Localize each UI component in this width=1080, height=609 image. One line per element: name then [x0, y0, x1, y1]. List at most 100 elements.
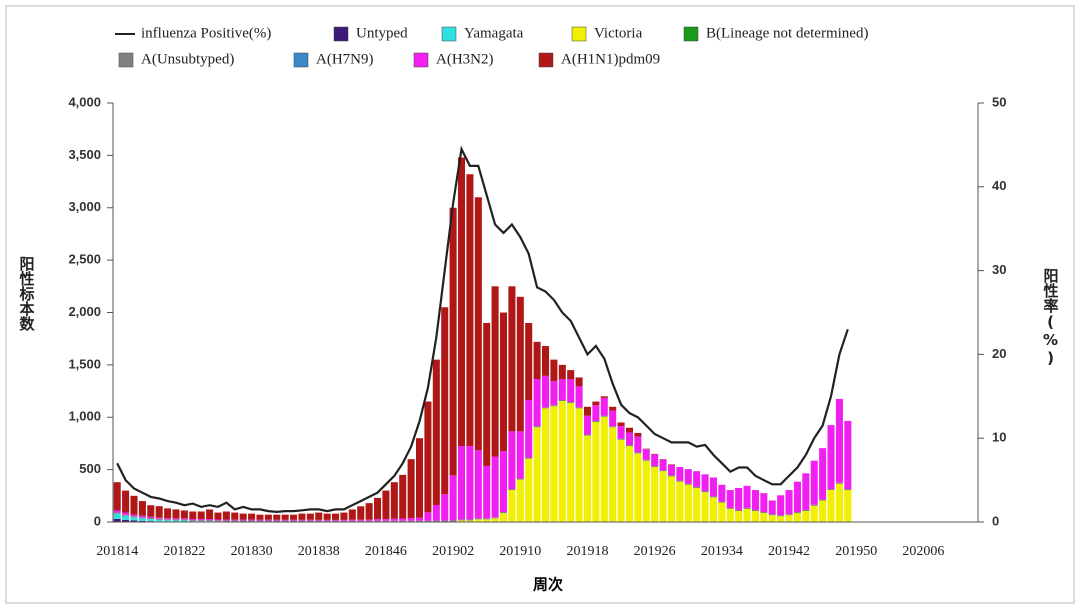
bar-segment — [248, 513, 256, 520]
bar-segment — [231, 512, 239, 520]
bar-segment — [298, 520, 306, 522]
bar-segment — [617, 426, 625, 439]
bar-segment — [785, 490, 793, 515]
bar-segment — [600, 415, 608, 417]
bar-segment — [449, 520, 457, 522]
bar-segment — [306, 513, 314, 520]
bar-segment — [609, 426, 617, 428]
bar-segment — [424, 520, 432, 522]
bar-segment — [777, 515, 785, 517]
bar-segment — [525, 322, 533, 400]
bar-segment — [155, 518, 163, 520]
bar-segment — [348, 519, 356, 521]
x-tick-label: 201942 — [768, 544, 810, 559]
bar-segment — [147, 516, 155, 519]
bar-segment — [382, 519, 390, 521]
bar-segment — [617, 439, 625, 522]
bar-segment — [164, 520, 172, 522]
y-tick-label: 0 — [94, 513, 101, 528]
bar-segment — [206, 509, 214, 520]
y-tick-label: 1,000 — [68, 409, 101, 424]
bar-segment — [332, 520, 340, 522]
bar-segment — [172, 520, 180, 522]
y2-tick-label: 20 — [992, 346, 1006, 361]
y-tick-label: 1,500 — [68, 356, 101, 371]
bar-segment — [625, 432, 634, 446]
y2-axis-title: 阳性率(%) — [1042, 268, 1060, 367]
bar-segment — [457, 519, 466, 521]
bar-segment — [138, 520, 146, 522]
bar-segment — [567, 379, 575, 403]
bar-segment — [474, 518, 482, 520]
bar-segment — [130, 517, 138, 521]
bar-segment — [693, 487, 701, 522]
bar-segment — [499, 312, 508, 452]
bar-segment — [718, 501, 726, 503]
bar-segment — [432, 505, 440, 521]
y2-tick-label: 40 — [992, 178, 1006, 193]
bar-segment — [441, 307, 449, 495]
x-tick-label: 201918 — [566, 544, 608, 559]
bar-segment — [164, 518, 172, 520]
bar-segment — [516, 478, 524, 480]
bar-segment — [499, 512, 508, 514]
bar-segment — [466, 520, 474, 522]
bar-segment — [768, 515, 776, 522]
x-tick-label: 201910 — [499, 544, 541, 559]
bar-segment — [239, 513, 247, 520]
bar-segment — [667, 475, 675, 477]
bar-segment — [659, 471, 667, 522]
bar-segment — [164, 508, 172, 519]
bar-segment — [634, 436, 642, 453]
bar-segment — [466, 174, 474, 447]
bar-segment — [550, 406, 558, 522]
legend-swatch — [413, 52, 429, 68]
bar-segment — [609, 406, 617, 411]
bar-segment — [122, 519, 130, 522]
line — [116, 145, 849, 514]
bar-segment — [130, 516, 138, 518]
bar-segment — [667, 464, 675, 465]
bar-segment — [416, 438, 424, 518]
bar-segment — [122, 514, 130, 516]
bar-segment — [499, 513, 508, 522]
x-tick-label: 201950 — [835, 544, 877, 559]
bar-segment — [558, 364, 566, 380]
bar-segment — [810, 460, 818, 505]
bar-segment — [793, 512, 801, 514]
bar-segment — [340, 519, 348, 521]
bar-segment — [819, 499, 827, 501]
y2-tick-label: 10 — [992, 430, 1006, 445]
bar-segment — [718, 484, 726, 502]
bar-segment — [180, 520, 188, 522]
bar-segment — [785, 514, 793, 516]
bar-segment — [760, 513, 768, 522]
bar-segment — [651, 467, 659, 522]
bar-segment — [785, 515, 793, 522]
legend-label: A(H7N9) — [316, 51, 374, 67]
bar-segment — [844, 489, 852, 491]
bar-segment — [651, 453, 659, 455]
bar-segment — [743, 485, 751, 508]
bar-segment — [222, 519, 230, 521]
bar-segment — [155, 519, 163, 522]
bar-segment — [239, 519, 247, 521]
bar-segment — [214, 519, 222, 521]
legend-swatch — [293, 52, 309, 68]
bar-segment — [189, 511, 197, 520]
bar-segment — [684, 483, 692, 485]
bar-segment — [248, 519, 256, 521]
bar-segment — [197, 511, 205, 520]
bar-segment — [214, 512, 222, 520]
y2-tick-label: 50 — [992, 94, 1006, 109]
bar-segment — [138, 517, 146, 519]
bar-segment — [726, 490, 734, 508]
bar-segment — [290, 514, 298, 520]
bar-segment — [323, 520, 331, 522]
bar-segment — [583, 415, 592, 435]
bar-segment — [172, 519, 180, 521]
bar-segment — [659, 459, 667, 471]
bar-segment — [533, 426, 541, 428]
bar-segment — [180, 518, 188, 520]
